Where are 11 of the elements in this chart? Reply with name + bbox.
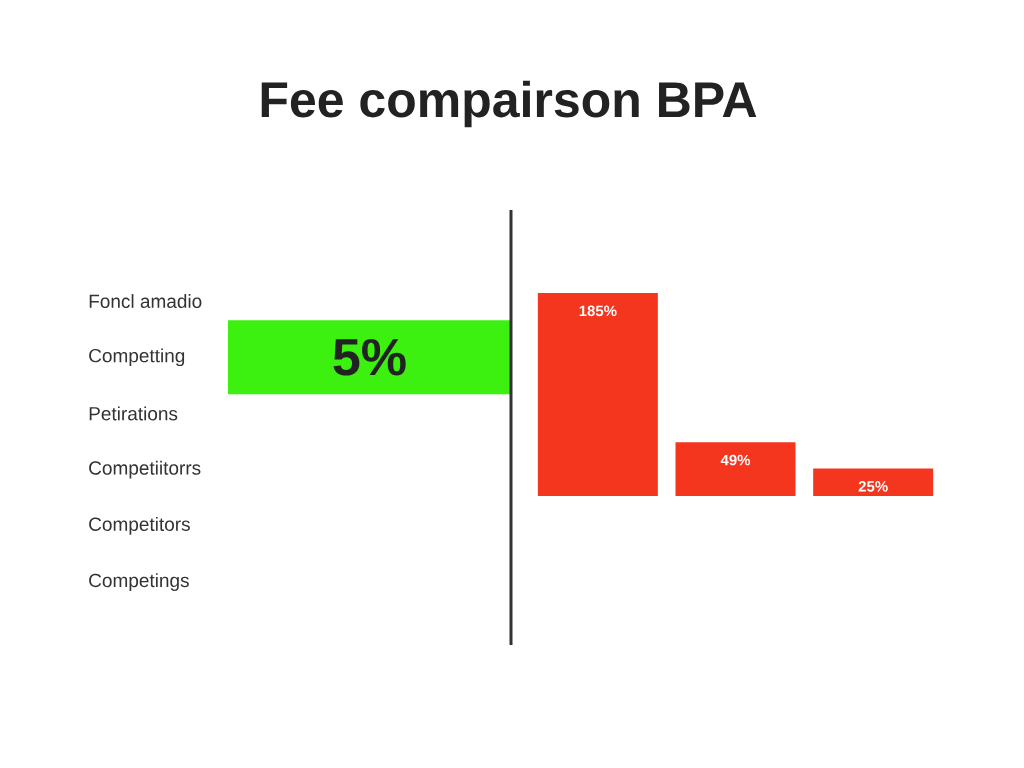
data-label: 185% (579, 305, 617, 317)
y-tick-label: Petirations (89, 406, 178, 421)
y-tick-label: Competiitorrs (89, 460, 201, 479)
data-label: 25% (858, 481, 888, 492)
data-label: 5% (333, 338, 406, 376)
y-tick-label: Foncl amadio (89, 294, 202, 309)
y-tick-label: Competting (89, 348, 185, 367)
y-tick-label: Competings (89, 573, 189, 591)
data-label: 49% (720, 454, 751, 466)
y-tick-label: Competitors (89, 517, 190, 535)
chart-title: Fee compairson BPA (261, 80, 757, 128)
